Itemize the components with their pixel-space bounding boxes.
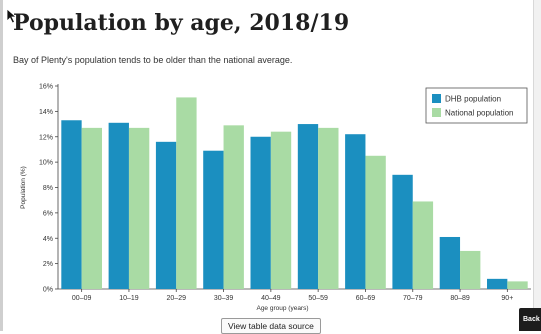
bar-dhb-5 (297, 124, 319, 289)
x-tick-label: 10–19 (119, 295, 139, 302)
bar-national-3 (223, 125, 244, 289)
bar-national-5 (318, 127, 339, 290)
y-tick-label: 4% (43, 236, 53, 243)
bar-dhb-3 (203, 150, 224, 289)
bar-national-1 (128, 127, 150, 290)
bar-national-9 (507, 281, 528, 289)
y-tick-label: 2% (43, 261, 53, 268)
x-axis-title: Age group (years) (256, 305, 308, 312)
scrollbar[interactable] (533, 0, 541, 331)
legend-label-1: National population (445, 109, 514, 118)
window-left-edge (0, 0, 3, 331)
bar-national-6 (365, 155, 386, 289)
view-table-data-source-button[interactable]: View table data source (221, 318, 321, 334)
bar-national-2 (176, 97, 197, 289)
y-tick-label: 10% (39, 160, 53, 167)
bar-dhb-6 (345, 134, 366, 289)
bar-national-4 (270, 131, 292, 289)
x-tick-label: 60–69 (356, 295, 376, 302)
legend-swatch-1 (432, 108, 441, 117)
bar-dhb-2 (155, 141, 177, 289)
bar-national-8 (460, 250, 481, 289)
back-button[interactable]: Back (519, 308, 541, 331)
x-tick-label: 70–79 (403, 295, 423, 302)
bar-dhb-8 (439, 236, 461, 289)
y-tick-label: 0% (43, 287, 53, 294)
legend-box (425, 87, 528, 124)
y-tick-label: 6% (43, 210, 53, 217)
legend-label-0: DHB population (445, 95, 501, 104)
bar-national-7 (412, 201, 434, 289)
y-tick-label: 12% (39, 134, 53, 141)
bar-national-0 (81, 127, 102, 290)
bar-dhb-1 (108, 122, 129, 289)
x-tick-label: 30–39 (214, 295, 234, 302)
bar-dhb-0 (61, 120, 82, 289)
x-tick-label: 50–59 (308, 295, 328, 302)
legend-swatch-0 (432, 94, 441, 103)
x-tick-label: 00–09 (72, 295, 92, 302)
y-tick-label: 8% (43, 185, 53, 192)
bar-dhb-9 (487, 278, 508, 289)
x-tick-label: 90+ (501, 295, 513, 302)
x-tick-label: 80–89 (450, 295, 470, 302)
y-axis-title: Population (%) (20, 166, 27, 209)
page-subtitle: Bay of Plenty's population tends to be o… (13, 55, 293, 65)
page-title: Population by age, 2018/19 (13, 10, 350, 36)
bar-dhb-4 (250, 136, 271, 289)
bar-dhb-7 (392, 174, 413, 289)
y-tick-label: 14% (39, 109, 53, 116)
x-tick-label: 40–49 (261, 295, 281, 302)
arrow-cursor-icon (6, 8, 18, 24)
y-tick-label: 16% (39, 84, 53, 91)
x-tick-label: 20–29 (167, 295, 187, 302)
